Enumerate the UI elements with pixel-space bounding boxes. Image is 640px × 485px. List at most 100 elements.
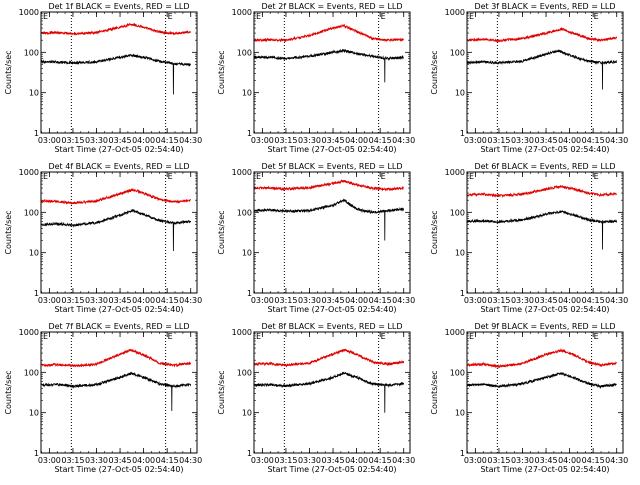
y-tick-label: 1000: [232, 8, 252, 17]
events-trace: [254, 371, 404, 413]
events-trace: [467, 49, 617, 90]
y-tick-label: 10: [29, 249, 39, 258]
y-tick-label: 1: [460, 289, 465, 298]
plot-frame: [466, 171, 624, 294]
y-tick-label: 1: [34, 289, 39, 298]
x-tick-label: 03:00: [38, 456, 61, 465]
y-tick-label: 1000: [445, 168, 465, 177]
event-marker-label: E: [469, 12, 474, 21]
x-axis-label: Start Time (27-Oct-05 02:54:40): [267, 145, 396, 154]
x-tick-label: 04:30: [392, 456, 415, 465]
detector-panel: Det 7f BLACK = Events, RED = LLD Counts/s…: [4, 322, 202, 474]
y-tick-label: 100: [237, 368, 252, 377]
x-tick-label: 03:00: [38, 136, 61, 145]
x-tick-label: 04:00: [345, 136, 368, 145]
y-tick-label: 100: [237, 208, 252, 217]
x-tick-label: 04:30: [179, 456, 202, 465]
y-tick-label: 1: [34, 129, 39, 138]
lld-trace: [254, 23, 404, 43]
x-tick-label: 03:15: [274, 136, 297, 145]
lld-trace: [254, 348, 404, 368]
x-axis-label: Start Time (27-Oct-05 02:54:40): [54, 305, 183, 314]
x-tick-label: 03:45: [322, 296, 345, 305]
y-axis-label: Counts/sec: [4, 370, 13, 414]
y-tick-label: 1000: [232, 328, 252, 337]
panel-title: Det 3f BLACK = Events, RED = LLD: [474, 2, 615, 11]
x-axis-label: Start Time (27-Oct-05 02:54:40): [480, 465, 609, 474]
x-tick-label: 03:00: [251, 296, 274, 305]
panel-title: Det 5f BLACK = Events, RED = LLD: [261, 162, 402, 171]
y-tick-label: 100: [24, 368, 39, 377]
event-marker-label: E: [594, 12, 599, 21]
panel-title: Det 8f BLACK = Events, RED = LLD: [261, 322, 402, 331]
x-tick-label: 04:15: [369, 456, 392, 465]
y-tick-label: 10: [242, 409, 252, 418]
y-axis-label: Counts/sec: [4, 50, 13, 94]
y-axis-label: Counts/sec: [217, 370, 226, 414]
event-marker-label: E: [381, 12, 386, 21]
event-marker-label: E: [43, 332, 48, 341]
x-tick-label: 03:45: [535, 296, 558, 305]
x-tick-label: 03:30: [511, 456, 534, 465]
x-tick-label: 03:15: [61, 456, 84, 465]
event-marker-label: E: [256, 172, 261, 181]
detector-panel: Det 5f BLACK = Events, RED = LLD Counts/s…: [217, 162, 415, 314]
lld-trace: [467, 348, 617, 369]
x-tick-label: 04:30: [179, 136, 202, 145]
y-tick-label: 100: [450, 208, 465, 217]
x-tick-label: 04:15: [582, 136, 605, 145]
x-tick-label: 03:45: [322, 136, 345, 145]
x-tick-label: 03:00: [464, 136, 487, 145]
x-tick-label: 03:15: [487, 296, 510, 305]
x-tick-label: 03:30: [85, 456, 108, 465]
x-tick-label: 03:00: [464, 296, 487, 305]
x-tick-label: 03:30: [85, 296, 108, 305]
y-tick-label: 1000: [19, 328, 39, 337]
event-marker-label: E: [469, 172, 474, 181]
y-tick-label: 100: [450, 48, 465, 57]
y-tick-label: 10: [29, 409, 39, 418]
plot-frame: [40, 171, 198, 294]
y-axis-label: Counts/sec: [430, 370, 439, 414]
lld-trace: [254, 179, 404, 192]
x-tick-label: 04:30: [605, 296, 628, 305]
x-axis-label: Start Time (27-Oct-05 02:54:40): [267, 305, 396, 314]
x-tick-label: 03:45: [322, 456, 345, 465]
events-trace: [467, 210, 617, 250]
y-tick-label: 100: [24, 208, 39, 217]
x-axis-label: Start Time (27-Oct-05 02:54:40): [54, 145, 183, 154]
plot-frame: [466, 331, 624, 454]
detector-panel: Det 3f BLACK = Events, RED = LLD Counts/s…: [430, 2, 628, 154]
y-axis-label: Counts/sec: [217, 50, 226, 94]
y-axis-label: Counts/sec: [430, 210, 439, 254]
events-trace: [254, 48, 404, 83]
x-tick-label: 03:15: [487, 136, 510, 145]
x-tick-label: 04:00: [345, 296, 368, 305]
y-tick-label: 10: [455, 89, 465, 98]
event-marker-label: E: [469, 332, 474, 341]
y-axis-label: Counts/sec: [217, 210, 226, 254]
x-tick-label: 04:30: [605, 456, 628, 465]
event-marker-label: E: [381, 332, 386, 341]
x-tick-label: 03:15: [487, 456, 510, 465]
event-marker-label: E: [168, 12, 173, 21]
y-tick-label: 10: [242, 89, 252, 98]
x-tick-label: 04:15: [582, 456, 605, 465]
x-tick-label: 03:30: [298, 456, 321, 465]
x-tick-label: 03:45: [109, 456, 132, 465]
x-tick-label: 03:00: [38, 296, 61, 305]
plot-frame: [253, 171, 411, 294]
x-tick-label: 03:45: [535, 136, 558, 145]
events-trace: [467, 372, 617, 389]
x-tick-label: 04:30: [392, 136, 415, 145]
y-tick-label: 1: [34, 449, 39, 458]
y-tick-label: 1: [247, 129, 252, 138]
detector-panel: Det 1f BLACK = Events, RED = LLD Counts/s…: [4, 2, 202, 154]
y-tick-label: 1: [460, 449, 465, 458]
x-tick-label: 03:30: [511, 136, 534, 145]
detector-panel: Det 2f BLACK = Events, RED = LLD Counts/s…: [217, 2, 415, 154]
x-tick-label: 03:15: [274, 456, 297, 465]
event-marker-label: E: [43, 12, 48, 21]
